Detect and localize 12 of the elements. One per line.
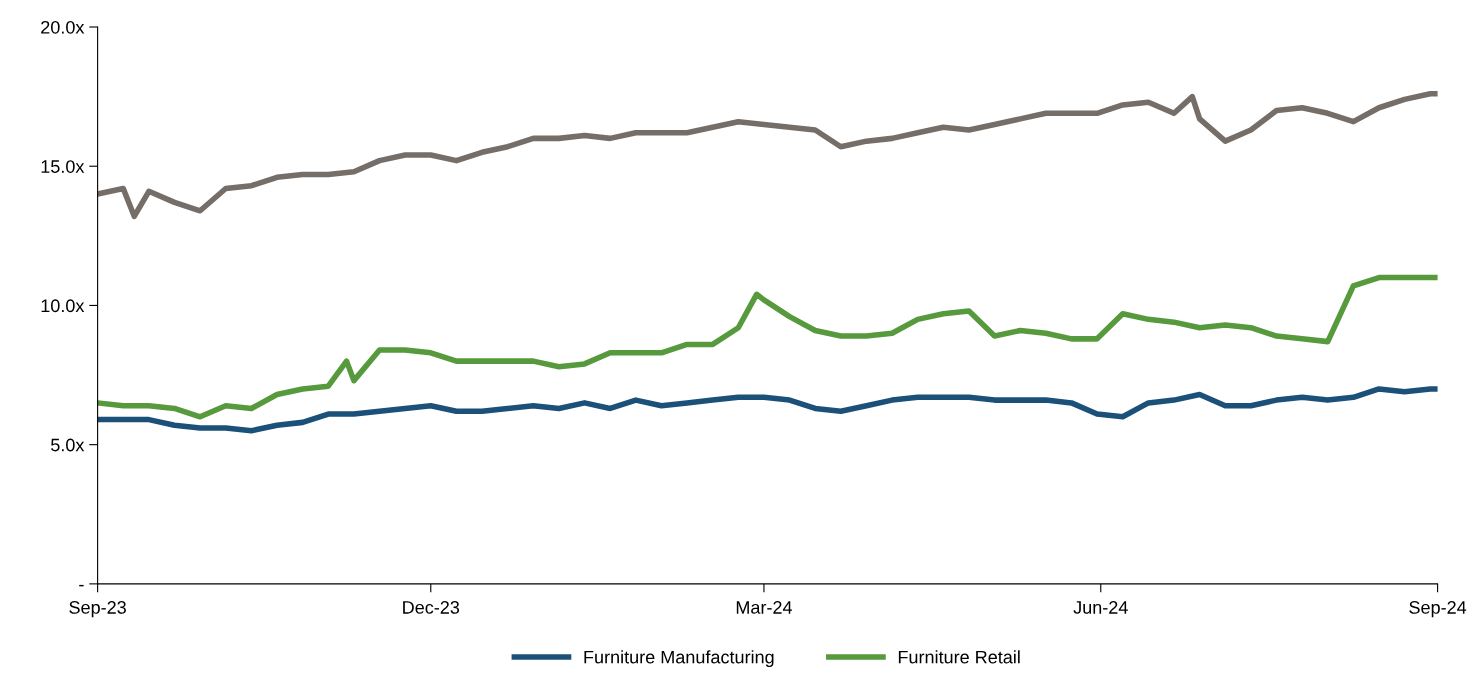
y-tick-label: - [79, 584, 84, 587]
legend-label: Furniture Manufacturing [584, 650, 774, 668]
x-tick-label: Sep-24 [1409, 601, 1467, 618]
y-tick-label: 20.0x [41, 20, 85, 34]
x-tick-label: Dec-23 [403, 601, 460, 614]
x-tick-label: Mar-24 [736, 601, 793, 614]
y-tick-label: 15.0x [41, 160, 85, 173]
y-tick-label: 10.0x [41, 299, 85, 313]
x-tick-label: Sep-23 [69, 601, 126, 618]
y-tick-label: 5.0x [51, 438, 85, 452]
x-tick-label: Jun-24 [1073, 601, 1128, 614]
legend-label: Furniture Retail [898, 650, 1020, 664]
